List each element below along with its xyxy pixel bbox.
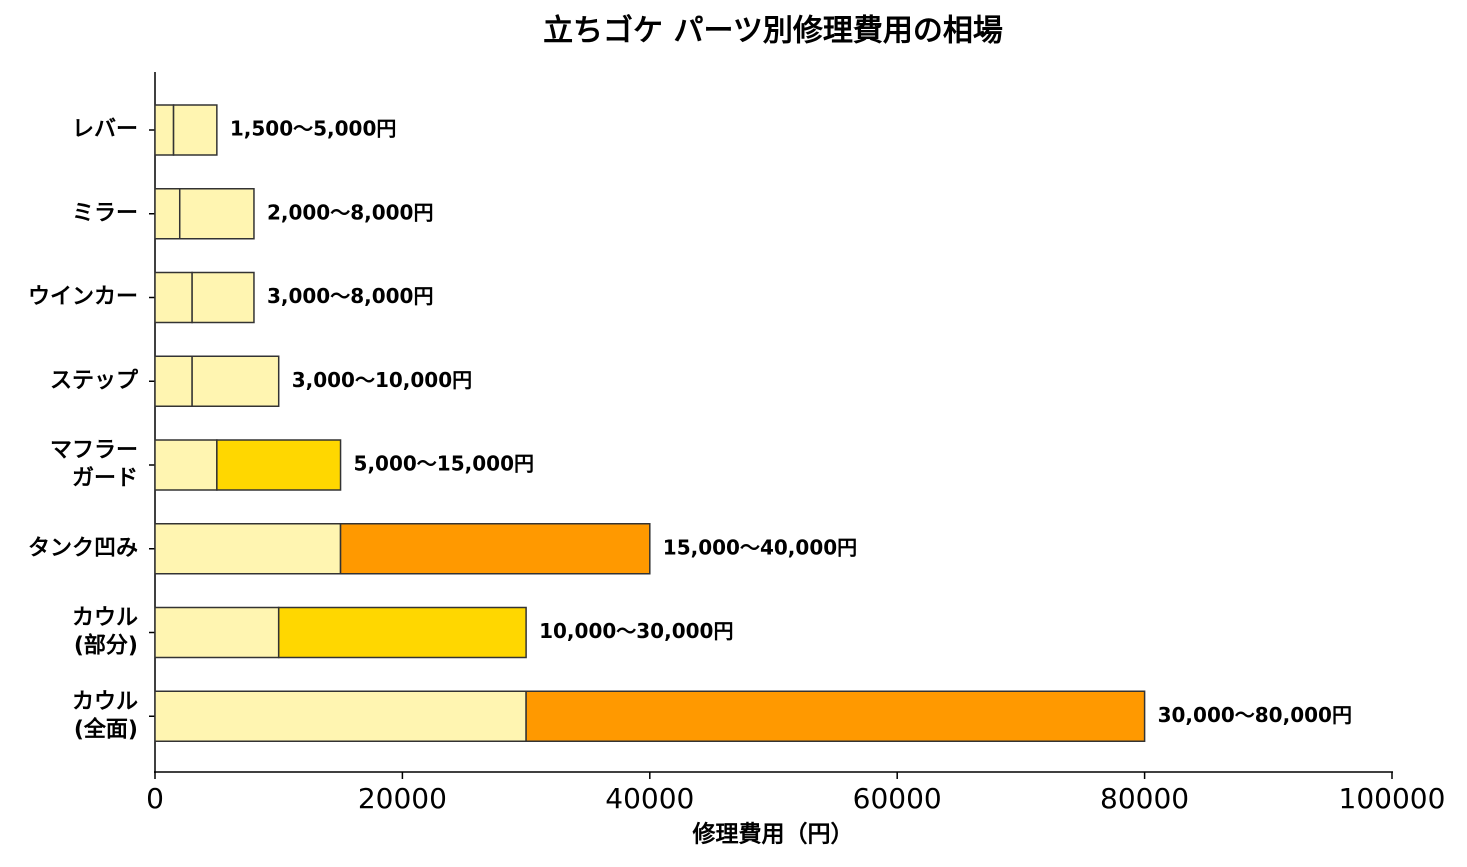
- x-tick-label: 40000: [605, 782, 694, 815]
- bar-range: [191, 355, 280, 407]
- bar-base: [154, 188, 181, 240]
- value-label: 10,000〜30,000円: [539, 619, 733, 643]
- value-label: 3,000〜10,000円: [292, 368, 472, 392]
- bar-range: [216, 439, 342, 491]
- y-tick-label: マフラー: [50, 438, 138, 463]
- value-label: 30,000〜80,000円: [1158, 703, 1352, 727]
- bar-base: [154, 104, 175, 156]
- value-label: 2,000〜8,000円: [267, 200, 434, 224]
- value-label: 5,000〜15,000円: [354, 452, 534, 476]
- value-label: 1,500〜5,000円: [230, 117, 397, 141]
- bar-base: [154, 523, 342, 575]
- x-tick-label: 80000: [1100, 782, 1189, 815]
- value-label: 3,000〜8,000円: [267, 284, 434, 308]
- x-tick-label: 0: [146, 782, 164, 815]
- value-label: 15,000〜40,000円: [663, 535, 857, 559]
- y-tick-label: ミラー: [72, 201, 138, 226]
- y-tick-label: ステップ: [50, 368, 139, 393]
- bar-range: [191, 271, 255, 324]
- y-tick-label: レバー: [72, 117, 138, 142]
- bar-range: [172, 104, 218, 156]
- bar-base: [154, 355, 193, 407]
- bar-range: [178, 188, 255, 240]
- y-tick-label: カウル: [72, 689, 138, 714]
- bar-base: [154, 271, 193, 324]
- y-tick-label: (部分): [74, 633, 138, 659]
- chart-title: 立ちゴケ パーツ別修理費用の相場: [543, 14, 1003, 49]
- y-tick-label: タンク凹み: [28, 536, 138, 561]
- y-tick-label: カウル: [72, 606, 138, 631]
- x-axis-label: 修理費用（円）: [692, 821, 854, 848]
- bar-range: [339, 523, 651, 575]
- x-tick-label: 20000: [358, 782, 447, 815]
- x-tick-label: 100000: [1339, 782, 1446, 815]
- bar-range: [277, 606, 527, 659]
- bar-range: [525, 690, 1146, 742]
- bar-base: [154, 439, 218, 491]
- y-tick-label: ガード: [72, 466, 138, 491]
- y-tick-label: (全面): [74, 716, 138, 742]
- bar-base: [154, 606, 280, 659]
- y-tick-label: ウインカー: [28, 285, 138, 310]
- x-tick-label: 60000: [853, 782, 942, 815]
- bar-base: [154, 690, 527, 742]
